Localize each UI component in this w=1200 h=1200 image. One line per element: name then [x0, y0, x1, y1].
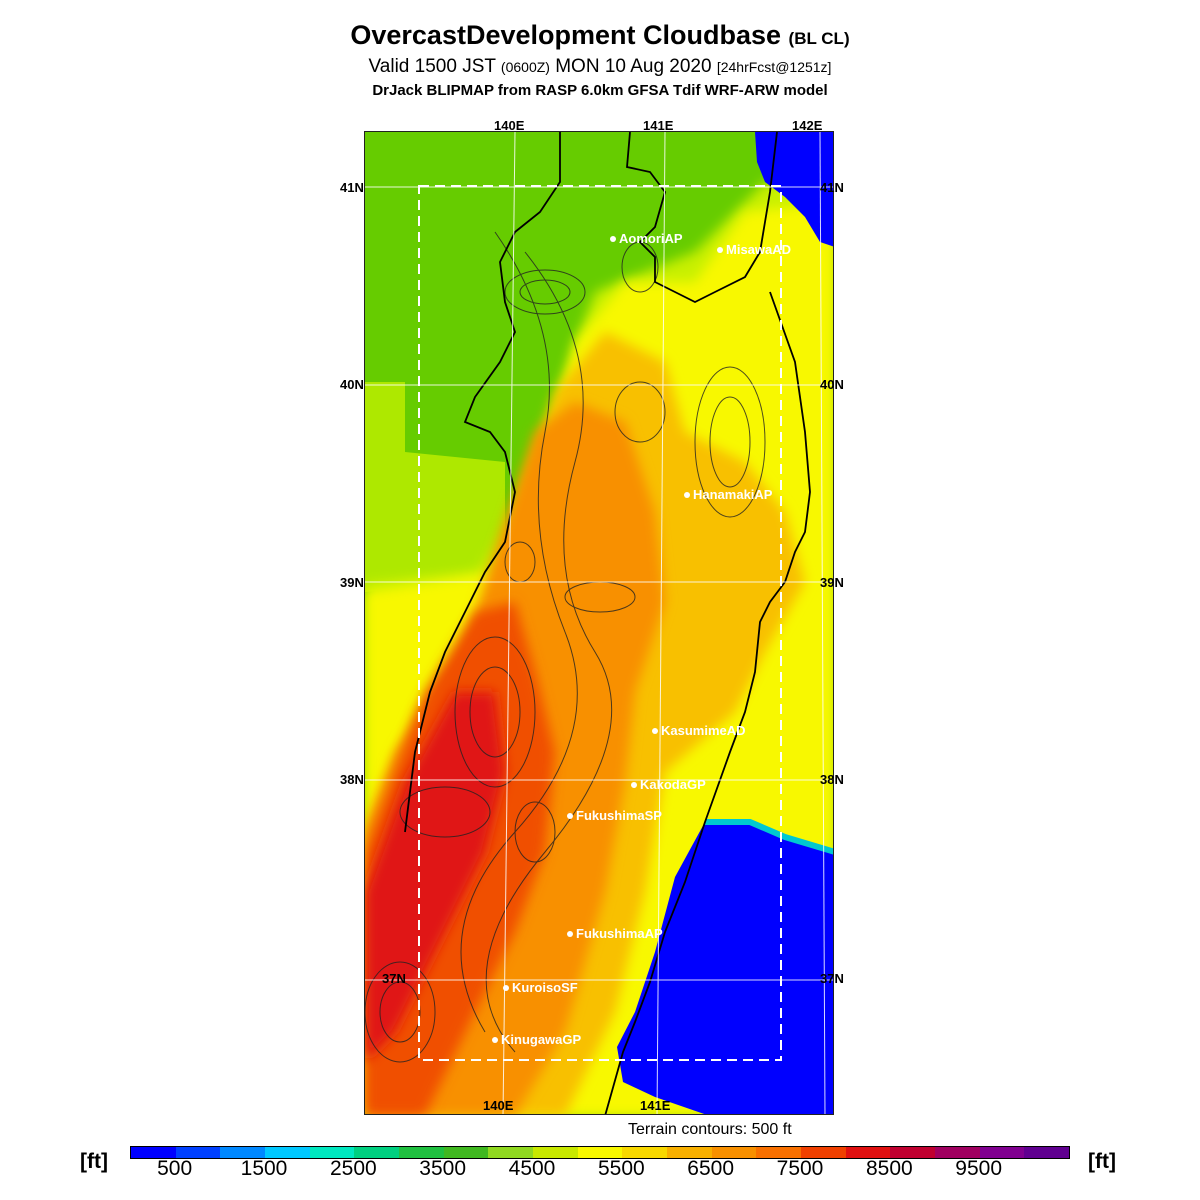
site-label: KasumimeAD	[661, 723, 746, 738]
lat-label-38n-right: 38N	[820, 772, 844, 787]
site-label: HanamakiAP	[693, 487, 773, 502]
colorbar-swatch	[756, 1147, 802, 1158]
site-dot-icon	[567, 930, 573, 937]
colorbar-tick-label: 7500	[776, 1157, 824, 1180]
chart-title: OvercastDevelopment Cloudbase (BL CL)	[350, 20, 850, 50]
lat-label-39n-left: 39N	[340, 575, 364, 590]
colorbar-unit-right: [ft]	[1088, 1150, 1116, 1173]
colorbar-swatch	[220, 1147, 266, 1158]
site-dot-icon	[610, 235, 616, 242]
terrain-contour-note: Terrain contours: 500 ft	[628, 1121, 792, 1138]
site-dot-icon	[631, 781, 637, 788]
lat-label-40n-right: 40N	[820, 377, 844, 392]
colorbar-swatch	[577, 1147, 623, 1158]
lat-label-41n-left: 41N	[340, 180, 364, 195]
valid-time-line: Valid 1500 JST (0600Z) MON 10 Aug 2020 […	[368, 56, 832, 77]
terrain-contours	[365, 231, 766, 1063]
lat-label-37n-right: 37N	[820, 971, 844, 986]
site-dot-icon	[492, 1036, 498, 1043]
site-dot-icon	[567, 812, 573, 819]
colorbar-tick-label: 8500	[865, 1157, 913, 1180]
site-dot-icon	[717, 246, 723, 253]
lon-label-142e-top: 142E	[792, 118, 823, 133]
site-dot-icon	[503, 984, 509, 991]
site-dot-icon	[684, 491, 690, 498]
site-label: AomoriAP	[619, 231, 683, 246]
colorbar-swatch	[935, 1147, 980, 1158]
light-green-zone	[365, 382, 505, 592]
coastline-north	[626, 132, 778, 304]
colorbar-swatch	[667, 1147, 712, 1158]
colorbar-swatch	[890, 1147, 936, 1158]
ocean-southeast	[617, 822, 833, 1114]
colorbar-swatch	[354, 1147, 400, 1158]
lon-label-140e-top: 140E	[494, 118, 525, 133]
lat-label-40n-left: 40N	[340, 377, 364, 392]
colorbar-swatch	[533, 1147, 578, 1158]
colorbar-swatch	[711, 1147, 757, 1158]
colorbar-swatch	[399, 1147, 444, 1158]
site-marker[interactable]: FukushimaSP	[567, 808, 662, 823]
colorbar-swatch	[622, 1147, 668, 1158]
colorbar-swatch	[175, 1147, 221, 1158]
lat-label-39n-right: 39N	[820, 575, 844, 590]
site-marker[interactable]: HanamakiAP	[684, 487, 772, 502]
site-label: KuroisoSF	[512, 980, 578, 995]
colorbar-unit-left: [ft]	[80, 1150, 108, 1173]
site-label: KinugawaGP	[501, 1032, 582, 1047]
colorbar-swatch	[265, 1147, 310, 1158]
site-marker[interactable]: FukushimaAP	[567, 926, 663, 941]
coastline-east	[604, 291, 811, 1114]
site-dot-icon	[652, 727, 658, 734]
site-marker[interactable]: KasumimeAD	[652, 723, 746, 738]
lat-label-37n-left: 37N	[382, 971, 406, 986]
lat-label-38n-left: 38N	[340, 772, 364, 787]
site-label: MisawaAD	[726, 242, 792, 257]
site-marker[interactable]: MisawaAD	[717, 242, 791, 257]
site-marker[interactable]: KinugawaGP	[492, 1032, 581, 1047]
ocean-edge	[705, 819, 833, 855]
colorbar-tick-label: 500	[157, 1157, 193, 1180]
colorbar-swatch	[443, 1147, 489, 1158]
colorbar-tick-label: 1500	[240, 1157, 288, 1180]
site-label: FukushimaSP	[576, 808, 662, 823]
lon-label-140e-bottom: 140E	[483, 1098, 514, 1113]
colorbar-swatch	[979, 1147, 1025, 1158]
red-zone	[365, 692, 505, 1062]
colorbar-tick-label: 2500	[329, 1157, 377, 1180]
lon-label-141e-bottom: 141E	[640, 1098, 671, 1113]
site-label: KakodaGP	[640, 777, 706, 792]
site-marker[interactable]: KuroisoSF	[503, 980, 578, 995]
colorbar-tick-label: 3500	[419, 1157, 467, 1180]
colorbar-swatch	[488, 1147, 534, 1158]
colorbar-tick-label: 9500	[955, 1157, 1003, 1180]
colorbar-tick-label: 6500	[687, 1157, 735, 1180]
colorbar-tick-label: 4500	[508, 1157, 556, 1180]
inner-domain-boundary	[418, 185, 782, 1061]
lat-label-41n-right: 41N	[820, 180, 844, 195]
colorbar-swatch	[309, 1147, 355, 1158]
colorbar-swatch	[801, 1147, 846, 1158]
colorbar-swatch	[131, 1147, 176, 1158]
model-line: DrJack BLIPMAP from RASP 6.0km GFSA Tdif…	[372, 82, 828, 99]
site-label: FukushimaAP	[576, 926, 663, 941]
colorbar-swatch	[1024, 1147, 1070, 1158]
site-marker[interactable]: AomoriAP	[610, 231, 683, 246]
lon-label-141e-top: 141E	[643, 118, 674, 133]
site-marker[interactable]: KakodaGP	[631, 777, 706, 792]
map-panel	[364, 131, 834, 1115]
cloudbase-map	[365, 132, 833, 1114]
colorbar-swatch	[845, 1147, 891, 1158]
colorbar-tick-label: 5500	[597, 1157, 645, 1180]
colorbar	[130, 1146, 1070, 1159]
coastline-west	[404, 132, 561, 833]
